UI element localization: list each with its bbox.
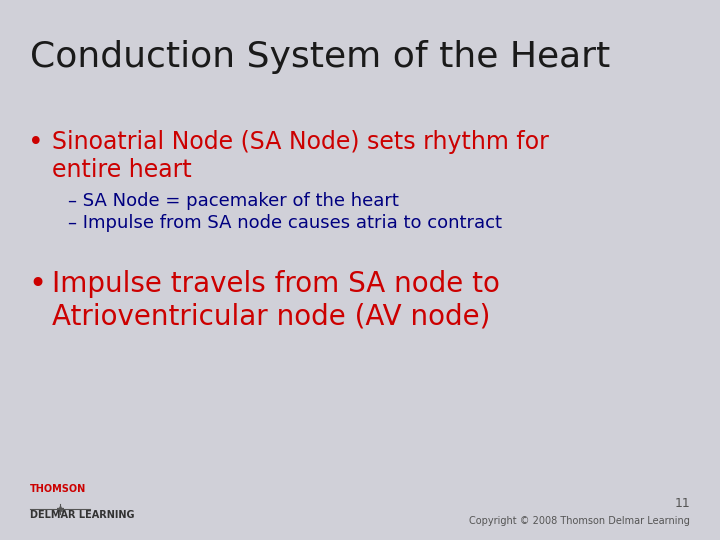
Text: Sinoatrial Node (SA Node) sets rhythm for: Sinoatrial Node (SA Node) sets rhythm fo… — [52, 130, 549, 154]
Text: Atrioventricular node (AV node): Atrioventricular node (AV node) — [52, 302, 490, 330]
Text: Impulse travels from SA node to: Impulse travels from SA node to — [52, 270, 500, 298]
Text: Copyright © 2008 Thomson Delmar Learning: Copyright © 2008 Thomson Delmar Learning — [469, 516, 690, 526]
Text: – Impulse from SA node causes atria to contract: – Impulse from SA node causes atria to c… — [68, 214, 502, 232]
Text: THOMSON: THOMSON — [30, 484, 86, 494]
Text: 11: 11 — [674, 497, 690, 510]
Text: – SA Node = pacemaker of the heart: – SA Node = pacemaker of the heart — [68, 192, 399, 210]
Text: •: • — [28, 130, 44, 156]
Text: Conduction System of the Heart: Conduction System of the Heart — [30, 40, 611, 74]
Text: DELMAR LEARNING: DELMAR LEARNING — [30, 510, 135, 520]
Text: entire heart: entire heart — [52, 158, 192, 182]
Text: •: • — [28, 270, 46, 299]
